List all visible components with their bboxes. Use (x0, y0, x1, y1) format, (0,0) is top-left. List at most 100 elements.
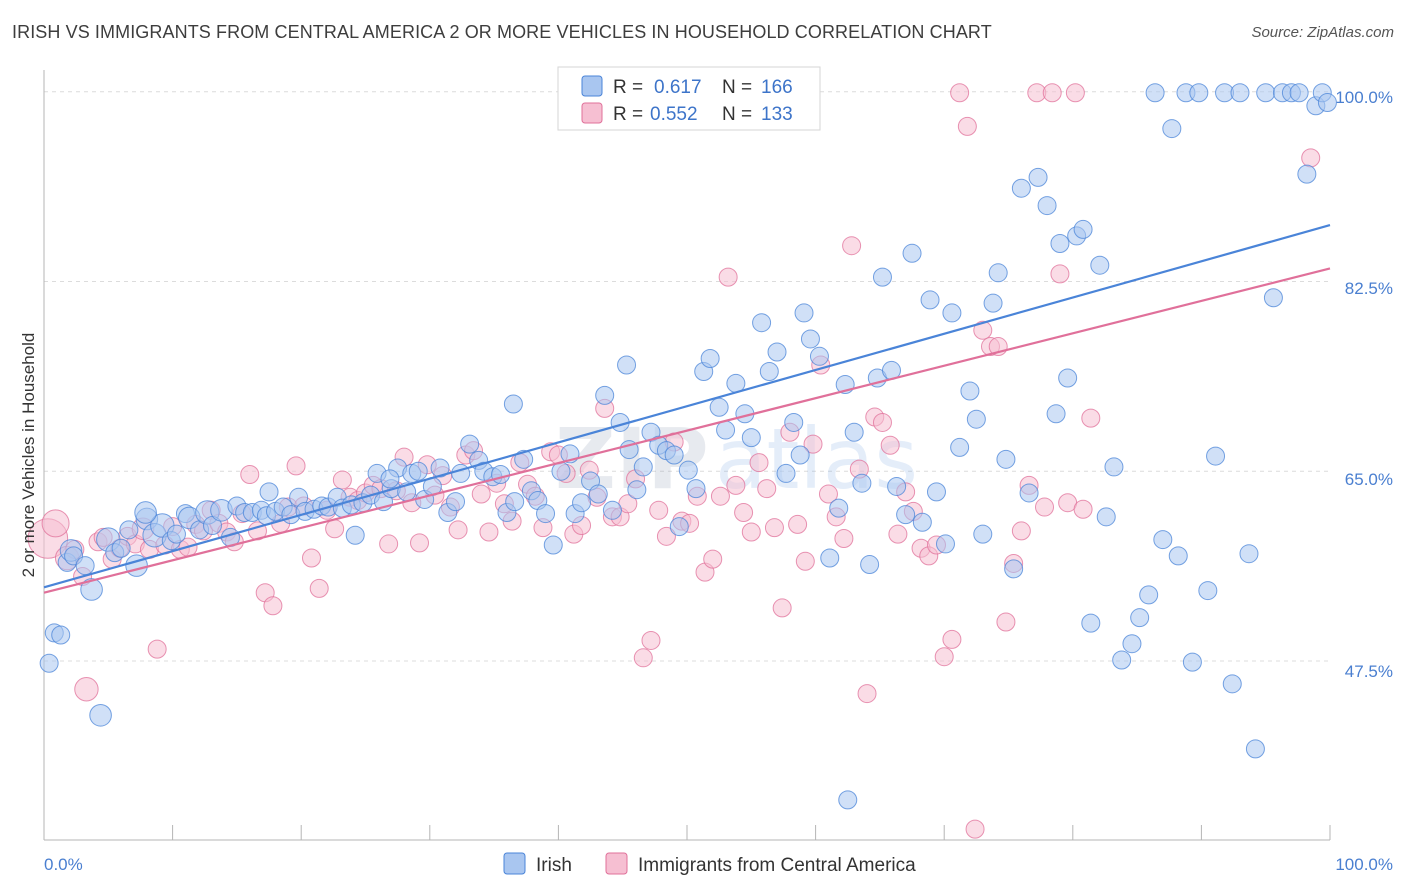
point-irish-166 (1297, 164, 1317, 184)
point-irish-125 (973, 524, 993, 544)
point-irish-172 (503, 394, 523, 414)
point-irish-173 (380, 469, 400, 489)
point-irish-102 (794, 303, 814, 323)
point-irish-133 (1037, 196, 1057, 216)
point-irish-153 (1189, 83, 1209, 103)
point-central-america-121 (973, 320, 993, 340)
point-central-america-101 (818, 484, 838, 504)
stats-ca-n-value: 133 (761, 104, 793, 125)
point-irish-6 (75, 556, 95, 576)
point-irish-134 (1046, 404, 1066, 424)
point-irish-8 (89, 703, 112, 727)
point-irish-139 (1081, 613, 1101, 633)
point-irish-87 (678, 460, 698, 480)
point-irish-80 (627, 480, 647, 500)
y-tick-label-47-5: 47.5% (1345, 662, 1393, 681)
stats-irish-n-label: N = (722, 77, 752, 98)
point-irish-65 (514, 449, 534, 469)
point-irish-119 (926, 482, 946, 502)
point-irish-42 (345, 525, 365, 545)
point-irish-132 (1028, 167, 1048, 187)
point-irish-86 (669, 517, 689, 537)
point-irish-0 (39, 653, 59, 673)
stats-box: R = 0.617 N = 166 R = 0.552 N = 133 (557, 66, 821, 131)
point-irish-103 (800, 329, 820, 349)
point-irish-51 (408, 461, 428, 481)
point-central-america-98 (795, 551, 815, 571)
point-central-america-26 (240, 465, 260, 485)
chart-title: IRISH VS IMMIGRANTS FROM CENTRAL AMERICA… (12, 22, 992, 42)
point-irish-68 (536, 504, 556, 524)
point-irish-73 (572, 493, 592, 513)
point-central-america-89 (726, 475, 746, 495)
y-tick-label-65: 65.0% (1345, 470, 1393, 489)
point-irish-81 (633, 457, 653, 477)
point-central-america-99 (803, 434, 823, 454)
point-irish-64 (505, 492, 525, 512)
point-irish-106 (829, 498, 849, 518)
point-irish-69 (543, 535, 563, 555)
point-irish-99 (776, 463, 796, 483)
point-irish-18 (166, 524, 186, 544)
point-central-america-109 (880, 435, 900, 455)
point-irish-150 (1168, 546, 1188, 566)
point-central-america-126 (1011, 521, 1031, 541)
point-irish-175 (134, 501, 157, 524)
point-central-america-97 (788, 514, 808, 534)
point-irish-157 (1222, 674, 1242, 694)
point-central-america-14 (147, 639, 167, 659)
point-central-america-116 (934, 647, 954, 667)
point-irish-141 (1096, 507, 1116, 527)
stats-swatch-irish (581, 75, 603, 97)
y-axis-title: 2 or more Vehicles in Household (19, 333, 38, 578)
point-irish-124 (966, 409, 986, 429)
x-tick-label-max: 100.0% (1335, 855, 1393, 874)
point-central-america-44 (379, 534, 399, 554)
point-central-america-124 (996, 612, 1016, 632)
point-irish-12 (119, 520, 139, 540)
point-irish-152 (1182, 652, 1202, 672)
point-central-america-86 (703, 549, 723, 569)
point-irish-174 (259, 482, 279, 502)
point-central-america-80 (656, 526, 676, 546)
point-irish-90 (700, 348, 720, 368)
point-central-america-119 (957, 116, 977, 136)
point-central-america-53 (448, 520, 468, 540)
point-central-america-78 (641, 630, 661, 650)
point-irish-122 (950, 437, 970, 457)
y-tick-label-82-5: 82.5% (1345, 279, 1393, 298)
series-irish-points (39, 83, 1337, 810)
point-irish-149 (1162, 119, 1182, 139)
x-tick-label-min: 0.0% (44, 855, 83, 874)
point-irish-104 (809, 346, 829, 366)
point-irish-142 (1104, 457, 1124, 477)
trendline-central-america (43, 267, 1331, 594)
point-irish-138 (1073, 219, 1093, 239)
point-central-america-88 (718, 267, 738, 287)
point-irish-162 (1263, 288, 1283, 308)
point-irish-105 (820, 548, 840, 568)
stats-ca-n-label: N = (722, 104, 752, 125)
point-central-america-134 (1073, 499, 1093, 519)
point-central-america-37 (325, 519, 345, 539)
point-irish-62 (491, 465, 511, 485)
point-central-america-1 (41, 509, 70, 538)
point-central-america-32 (286, 456, 306, 476)
point-irish-146 (1139, 585, 1159, 605)
point-irish-161 (1256, 83, 1276, 103)
point-central-america-79 (649, 500, 669, 520)
point-irish-7 (80, 578, 103, 601)
point-irish-140 (1090, 255, 1110, 275)
point-central-america-118 (950, 83, 970, 103)
point-irish-147 (1145, 83, 1165, 103)
point-irish-169 (1317, 93, 1337, 113)
legend: Irish Immigrants from Central America (503, 852, 916, 876)
point-irish-155 (1206, 446, 1226, 466)
stats-swatch-central-america (581, 102, 603, 124)
axis-layer (43, 70, 1330, 841)
point-irish-130 (1011, 178, 1031, 198)
point-irish-158 (1230, 83, 1250, 103)
point-central-america-103 (834, 529, 854, 549)
point-irish-115 (896, 505, 916, 525)
point-irish-145 (1130, 608, 1150, 628)
